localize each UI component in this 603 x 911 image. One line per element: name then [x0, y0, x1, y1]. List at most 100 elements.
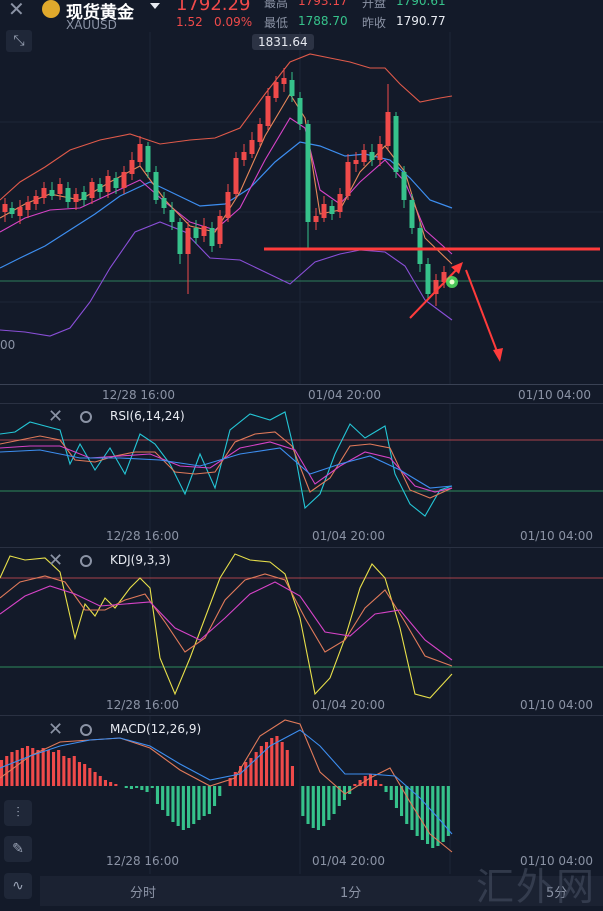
macd-bar: [197, 786, 201, 820]
macd-bar: [280, 742, 284, 786]
macd-bar: [57, 750, 61, 786]
price-axis-label: 00: [0, 338, 16, 352]
macd-bar: [368, 774, 372, 786]
gold-coin-icon: [42, 0, 60, 18]
rsi-chart[interactable]: [0, 404, 603, 544]
macd-bar: [233, 772, 237, 786]
instrument-title[interactable]: 现货黄金: [66, 3, 134, 23]
candle-body: [201, 226, 207, 236]
candle-body: [249, 140, 255, 154]
candle-body: [417, 228, 423, 264]
macd-bar: [384, 786, 388, 792]
candle-body: [9, 208, 15, 214]
caret-down-icon[interactable]: [150, 3, 160, 9]
macd-bar: [67, 758, 71, 786]
macd-bar: [431, 786, 435, 848]
macd-bar: [145, 786, 149, 792]
high-value: 1793.17: [298, 0, 348, 8]
macd-bar: [114, 784, 118, 786]
macd-gear-icon[interactable]: [80, 724, 92, 736]
watermark-text: 汇外网: [476, 865, 597, 909]
low-value: 1788.70: [298, 14, 348, 28]
macd-bar: [26, 746, 30, 786]
ma-orange: [0, 92, 453, 265]
rsi-x-label-3: 01/10 04:00: [520, 529, 593, 543]
candle-body: [305, 124, 311, 222]
macd-bar: [62, 756, 66, 786]
macd-bar: [426, 786, 430, 844]
candle-body: [49, 190, 55, 196]
macd-bar: [0, 760, 4, 786]
main-candlestick-chart[interactable]: [0, 32, 603, 384]
candle-body: [177, 222, 183, 254]
rsi-gear-icon[interactable]: [80, 411, 92, 423]
macd-bar: [290, 766, 294, 786]
bollinger-upper: [0, 53, 453, 201]
candle-body: [273, 82, 279, 98]
macd-bar: [389, 786, 393, 800]
low-label: 最低: [264, 16, 289, 30]
tab-5min[interactable]: 5分: [546, 886, 568, 901]
macd-bar: [285, 750, 289, 786]
candle-body: [401, 172, 407, 200]
candle-body: [41, 188, 47, 198]
candle-body: [225, 192, 231, 218]
macd-bar: [374, 780, 378, 786]
pen-tool-icon[interactable]: ✎: [4, 836, 32, 862]
macd-bar: [410, 786, 414, 830]
candle-body: [409, 200, 415, 228]
indicator-tool-icon[interactable]: ∿: [4, 873, 32, 899]
macd-bar: [306, 786, 310, 824]
rsi-x-label-1: 12/28 16:00: [106, 529, 179, 543]
candles: [2, 68, 447, 306]
candle-tool-icon[interactable]: ⫶: [4, 800, 32, 826]
candle-body: [377, 144, 383, 160]
macd-bar: [275, 736, 279, 786]
tab-1min[interactable]: 1分: [340, 886, 362, 901]
arrow-up-line: [409, 265, 461, 319]
macd-close-icon[interactable]: ✕: [48, 719, 64, 740]
macd-bar: [176, 786, 180, 826]
close-icon[interactable]: ✕: [8, 0, 25, 21]
macd-bar: [166, 786, 170, 816]
candle-body: [257, 124, 263, 142]
candle-body: [105, 176, 111, 192]
macd-bar: [109, 782, 113, 786]
macd-x-label-1: 12/28 16:00: [106, 854, 179, 868]
macd-bar: [181, 786, 185, 830]
candle-body: [137, 144, 143, 162]
macd-chart[interactable]: [0, 716, 603, 874]
macd-bar: [36, 750, 40, 786]
candle-body: [393, 116, 399, 172]
macd-bar: [322, 786, 326, 826]
candle-body: [129, 160, 135, 174]
macd-bar: [171, 786, 175, 822]
tab-timeshare[interactable]: 分时: [130, 886, 157, 901]
rsi-close-icon[interactable]: ✕: [48, 406, 64, 427]
candle-body: [193, 228, 199, 238]
expand-icon[interactable]: ⤡: [6, 30, 32, 52]
macd-bar: [150, 786, 154, 788]
macd-bar: [228, 778, 232, 786]
macd-bar: [394, 786, 398, 808]
macd-bar: [135, 786, 139, 788]
macd-bar: [15, 750, 19, 786]
candle-body: [425, 264, 431, 294]
arrow-down-line: [465, 269, 499, 355]
candle-body: [217, 216, 223, 244]
macd-bar: [5, 756, 9, 786]
candle-body: [329, 206, 335, 214]
candle-body: [337, 194, 343, 212]
candle-body: [313, 216, 319, 222]
price-change-pct: 0.09%: [214, 15, 253, 29]
macd-bar: [161, 786, 165, 810]
instrument-symbol: XAUUSD: [66, 18, 117, 32]
kdj-gear-icon[interactable]: [80, 555, 92, 567]
macd-bar: [187, 786, 191, 828]
kdj-chart[interactable]: [0, 548, 603, 713]
candle-body: [385, 112, 391, 146]
kdj-close-icon[interactable]: ✕: [48, 550, 64, 571]
candle-body: [209, 228, 215, 246]
macd-bar: [441, 786, 445, 842]
macd-bar: [239, 766, 243, 786]
